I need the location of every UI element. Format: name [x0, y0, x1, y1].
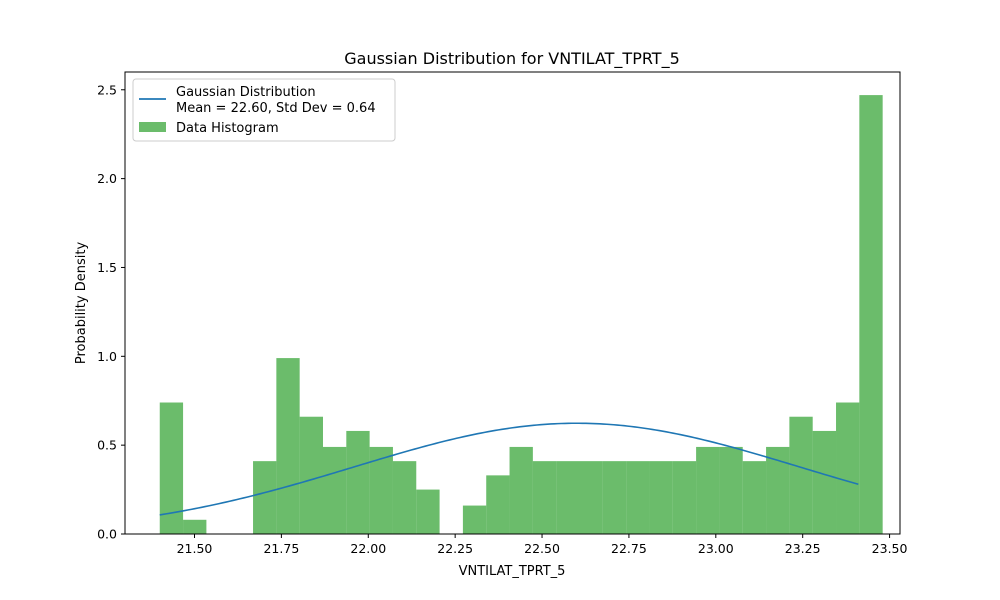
x-tick-label: 23.25 — [785, 541, 821, 556]
legend-gaussian-stats: Mean = 22.60, Std Dev = 0.64 — [176, 101, 376, 116]
x-tick-label: 22.00 — [350, 541, 386, 556]
legend: Gaussian Distribution Mean = 22.60, Std … — [132, 78, 396, 142]
histogram-bar — [159, 402, 184, 534]
histogram-bar — [859, 95, 883, 534]
histogram-bar — [789, 416, 813, 534]
chart-title: Gaussian Distribution for VNTILAT_TPRT_5 — [344, 49, 680, 69]
histogram-bar — [626, 461, 650, 534]
x-tick-label: 22.50 — [524, 541, 560, 556]
legend-histogram-swatch — [139, 122, 166, 132]
y-axis-label: Probability Density — [74, 242, 89, 365]
y-tick-label: 0.5 — [97, 438, 117, 453]
plot-frame — [124, 71, 901, 535]
histogram-bar — [369, 446, 393, 534]
x-tick-label: 23.50 — [872, 541, 908, 556]
x-tick-label: 23.00 — [698, 541, 734, 556]
histogram-bar — [649, 461, 673, 534]
y-tick-label: 0.0 — [97, 527, 117, 542]
x-tick-label: 21.50 — [177, 541, 213, 556]
histogram-bar — [532, 461, 557, 534]
gaussian-curve — [159, 422, 859, 516]
histogram-bar — [276, 358, 300, 534]
histogram-bar — [836, 402, 860, 534]
histogram-bar — [696, 446, 720, 534]
histogram-bar — [462, 505, 487, 534]
legend-histogram-label: Data Histogram — [176, 121, 279, 136]
histogram-bar — [672, 461, 697, 534]
y-tick-label: 1.5 — [97, 260, 117, 275]
legend-box — [132, 78, 396, 142]
x-axis-ticks: 21.50 21.75 22.00 22.25 22.50 22.75 23.00 23.25… — [177, 534, 908, 556]
histogram-bar — [322, 446, 347, 534]
histogram-bar — [602, 461, 627, 534]
histogram-bar — [812, 430, 837, 534]
histogram-bar — [579, 461, 603, 534]
histogram-bar — [719, 446, 743, 534]
histogram-bar — [766, 446, 790, 534]
gaussian-curve-layer — [159, 422, 859, 516]
y-tick-label: 2.0 — [97, 171, 117, 186]
histogram-bar — [346, 430, 370, 534]
x-tick-label: 22.25 — [437, 541, 473, 556]
x-tick-label: 22.75 — [611, 541, 647, 556]
histogram-bar — [416, 489, 440, 534]
x-tick-label: 21.75 — [263, 541, 299, 556]
histogram-bar — [183, 519, 207, 534]
histogram-bar — [486, 475, 510, 534]
histogram-bars — [159, 95, 883, 534]
histogram-bar — [299, 416, 323, 534]
histogram-bar — [509, 446, 533, 534]
legend-gaussian-label: Gaussian Distribution — [176, 85, 316, 100]
y-axis-ticks: 0.0 0.5 1.0 1.5 2.0 2.5 — [97, 82, 125, 542]
histogram-bar — [742, 461, 767, 534]
x-axis-label: VNTILAT_TPRT_5 — [459, 564, 566, 579]
histogram-bar — [392, 461, 417, 534]
y-tick-label: 1.0 — [97, 349, 117, 364]
histogram-bar — [556, 461, 580, 534]
y-tick-label: 2.5 — [97, 82, 117, 97]
histogram-bar — [253, 461, 277, 534]
